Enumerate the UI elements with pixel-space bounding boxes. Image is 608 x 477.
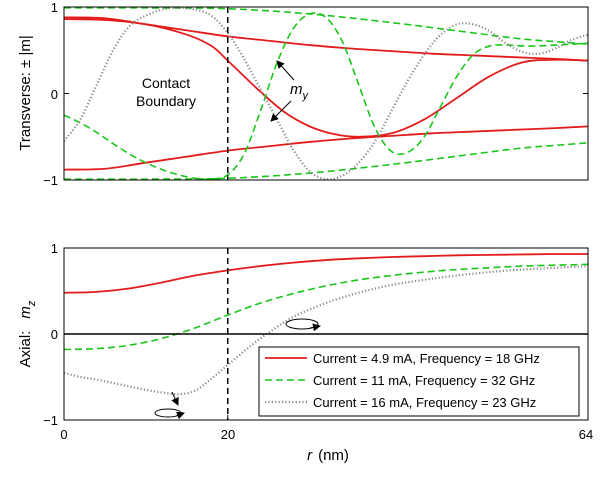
transverse-ytick-label: 1 xyxy=(51,0,58,15)
precession-loop-upper xyxy=(285,318,321,332)
my-annotation-sub: y xyxy=(302,90,310,102)
axial-ylabel-base: m xyxy=(17,306,34,319)
transverse-series-green-dashed-my-profile xyxy=(64,12,588,180)
axial-series-group xyxy=(64,253,588,396)
transverse-ytick-label: −1 xyxy=(43,173,58,188)
transverse-ylabel: Transverse: ± |m| xyxy=(17,35,34,151)
axial-ytick-label: 0 xyxy=(51,327,58,342)
transverse-series-red-solid-my-profile xyxy=(64,18,588,138)
axial-panel: 1 0 −1 0 20 64 r (nm) Axial: mz xyxy=(17,241,593,464)
transverse-series-group xyxy=(64,7,588,180)
precession-loop-upper-arrow xyxy=(309,323,321,332)
contact-annotation-line2: Boundary xyxy=(136,93,196,109)
legend-box xyxy=(258,346,580,417)
precession-loop-lower xyxy=(154,391,185,420)
transverse-series-red-solid-amplitude-lower xyxy=(64,125,588,171)
xlabel: r (nm) xyxy=(307,447,349,464)
my-annotation-arrow-lower xyxy=(270,100,292,122)
my-annotation-arrow-upper xyxy=(276,60,295,81)
legend-entry-label: Current = 4.9 mA, Frequency = 18 GHz xyxy=(313,351,540,366)
axial-xtick-label: 20 xyxy=(221,427,235,442)
xlabel-unit: (nm) xyxy=(318,447,349,464)
axial-ylabel: Axial: mz xyxy=(17,300,38,367)
legend-entry-label: Current = 16 mA, Frequency = 23 GHz xyxy=(313,395,536,410)
legend: Current = 4.9 mA, Frequency = 18 GHz Cur… xyxy=(258,346,580,417)
transverse-ticks xyxy=(63,6,589,181)
transverse-series-green-dashed-amplitude-upper xyxy=(64,7,588,45)
precession-loop-lower-arrow xyxy=(175,411,185,420)
axial-series-gray-dotted-2 xyxy=(64,264,588,396)
my-annotation-base: m xyxy=(290,81,303,98)
xlabel-var: r xyxy=(307,447,313,464)
transverse-series-green-dashed-amplitude-lower xyxy=(64,142,588,180)
axial-ylabel-sub: z xyxy=(26,300,38,307)
precession-loop-lower-stem xyxy=(171,391,179,406)
my-annotation-label: my xyxy=(290,81,310,102)
contact-annotation-line1: Contact xyxy=(142,75,190,91)
axial-series-green-dashed-1 xyxy=(64,263,588,351)
axial-ytick-label: −1 xyxy=(43,413,58,428)
axial-ylabel-prefix: Axial: xyxy=(17,331,34,368)
axial-xtick-label: 64 xyxy=(579,427,593,442)
legend-entry-label: Current = 11 mA, Frequency = 32 GHz xyxy=(313,373,535,388)
axial-ytick-label: 1 xyxy=(51,241,58,256)
axial-series-red-solid-0 xyxy=(64,253,588,294)
axial-xtick-label: 0 xyxy=(60,427,67,442)
axial-ticks xyxy=(63,247,589,421)
transverse-panel: 1 0 −1 Transverse: ± |m| Contact Boundar… xyxy=(17,0,589,188)
transverse-ytick-label: 0 xyxy=(51,87,58,102)
